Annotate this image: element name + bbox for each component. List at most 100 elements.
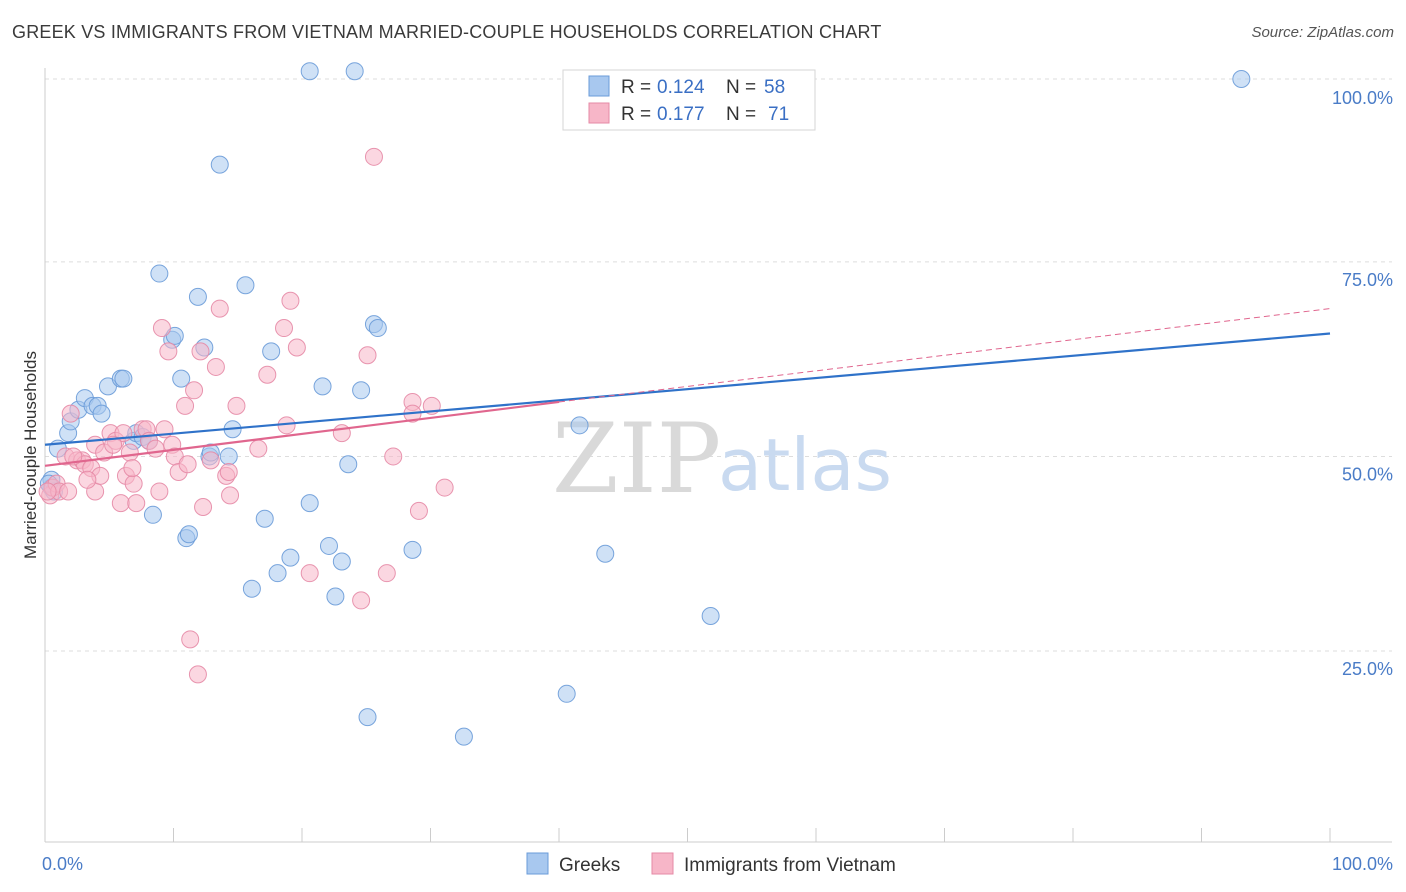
point-greeks-37 bbox=[281, 548, 300, 567]
legend-r-value-greeks: 0.124 bbox=[657, 77, 705, 98]
point-vietnam-21 bbox=[124, 474, 143, 493]
point-vietnam-70 bbox=[123, 459, 142, 478]
x-tick-label-max: 100.0% bbox=[1332, 854, 1393, 874]
point-vietnam-38 bbox=[188, 665, 207, 684]
point-vietnam-48 bbox=[249, 439, 268, 458]
point-vietnam-30 bbox=[159, 342, 178, 361]
point-vietnam-42 bbox=[206, 357, 225, 376]
legend-n-label-vietnam: N = bbox=[726, 104, 756, 125]
point-vietnam-59 bbox=[377, 564, 396, 583]
point-vietnam-58 bbox=[364, 147, 383, 166]
point-greeks-24 bbox=[179, 525, 198, 544]
point-greeks-55 bbox=[701, 606, 720, 625]
y-tick-label-25: 25.0% bbox=[1342, 659, 1393, 679]
data-points bbox=[38, 62, 1251, 746]
point-greeks-18 bbox=[143, 505, 162, 524]
point-greeks-25 bbox=[188, 287, 207, 306]
x-axis-ticks bbox=[44, 828, 1331, 842]
point-greeks-43 bbox=[332, 552, 351, 571]
legend-r-value-vietnam: 0.177 bbox=[657, 104, 705, 125]
point-greeks-34 bbox=[255, 509, 274, 528]
watermark-atlas: atlas bbox=[718, 423, 892, 507]
point-vietnam-66 bbox=[38, 482, 57, 501]
point-vietnam-63 bbox=[409, 501, 428, 520]
legend-r-label-vietnam: R = bbox=[621, 104, 651, 125]
grid-lines bbox=[45, 78, 1392, 652]
point-vietnam-47 bbox=[227, 396, 246, 415]
point-greeks-10 bbox=[92, 404, 111, 423]
axes bbox=[44, 68, 1392, 843]
x-tick-label-min: 0.0% bbox=[42, 854, 83, 874]
trend-line-vietnam bbox=[44, 400, 560, 467]
point-vietnam-41 bbox=[201, 451, 220, 470]
point-vietnam-60 bbox=[384, 447, 403, 466]
point-greeks-13 bbox=[114, 369, 133, 388]
point-vietnam-53 bbox=[287, 338, 306, 357]
point-greeks-54 bbox=[596, 544, 615, 563]
y-tick-label-50: 50.0% bbox=[1342, 464, 1393, 484]
point-greeks-36 bbox=[268, 564, 287, 583]
point-greeks-49 bbox=[368, 319, 387, 338]
point-vietnam-22 bbox=[127, 494, 146, 513]
legend-n-label-greeks: N = bbox=[726, 77, 756, 98]
point-greeks-33 bbox=[242, 579, 261, 598]
point-vietnam-39 bbox=[191, 342, 210, 361]
point-greeks-40 bbox=[313, 377, 332, 396]
point-greeks-47 bbox=[358, 708, 377, 727]
point-vietnam-56 bbox=[352, 591, 371, 610]
trend-line-vietnam-extension bbox=[558, 308, 1331, 403]
y-tick-label-75: 75.0% bbox=[1342, 270, 1393, 290]
point-vietnam-6 bbox=[61, 404, 80, 423]
point-greeks-19 bbox=[150, 264, 169, 283]
point-vietnam-49 bbox=[258, 365, 277, 384]
point-vietnam-28 bbox=[152, 319, 171, 338]
point-greeks-42 bbox=[326, 587, 345, 606]
point-greeks-39 bbox=[300, 494, 319, 513]
legend-n-value-vietnam: 71 bbox=[768, 104, 789, 125]
point-vietnam-69 bbox=[104, 435, 123, 454]
legend-r-label-greeks: R = bbox=[621, 77, 651, 98]
legend-n-value-greeks: 58 bbox=[764, 77, 785, 98]
chart-source: Source: ZipAtlas.com bbox=[1251, 24, 1394, 41]
point-vietnam-54 bbox=[300, 564, 319, 583]
point-vietnam-50 bbox=[275, 319, 294, 338]
trend-lines bbox=[44, 308, 1331, 467]
y-tick-label-100: 100.0% bbox=[1332, 88, 1393, 108]
point-vietnam-57 bbox=[358, 346, 377, 365]
point-greeks-29 bbox=[210, 155, 229, 174]
point-greeks-38 bbox=[300, 62, 319, 81]
bottom-legend-label-greeks: Greeks bbox=[559, 855, 620, 876]
point-vietnam-5 bbox=[59, 482, 78, 501]
bottom-legend: Greeks Immigrants from Vietnam bbox=[526, 852, 896, 876]
point-greeks-22 bbox=[172, 369, 191, 388]
point-greeks-45 bbox=[345, 62, 364, 81]
point-greeks-30 bbox=[219, 447, 238, 466]
y-tick-labels: 25.0% 50.0% 75.0% 100.0% bbox=[1332, 88, 1393, 679]
point-vietnam-26 bbox=[146, 439, 165, 458]
point-vietnam-65 bbox=[435, 478, 454, 497]
bottom-legend-swatch-greeks bbox=[526, 852, 549, 875]
point-vietnam-46 bbox=[221, 486, 240, 505]
legend-swatch-vietnam bbox=[588, 102, 610, 124]
point-vietnam-43 bbox=[210, 299, 229, 318]
point-greeks-35 bbox=[262, 342, 281, 361]
point-vietnam-36 bbox=[181, 630, 200, 649]
bottom-legend-swatch-vietnam bbox=[651, 852, 674, 875]
point-greeks-41 bbox=[319, 536, 338, 555]
point-vietnam-52 bbox=[281, 291, 300, 310]
point-vietnam-45 bbox=[219, 463, 238, 482]
point-greeks-56 bbox=[1232, 70, 1251, 88]
legend-swatch-greeks bbox=[588, 75, 610, 97]
point-vietnam-37 bbox=[185, 381, 204, 400]
point-vietnam-40 bbox=[194, 498, 213, 517]
point-greeks-32 bbox=[236, 276, 255, 295]
point-vietnam-35 bbox=[178, 455, 197, 474]
point-vietnam-27 bbox=[150, 482, 169, 501]
point-vietnam-17 bbox=[111, 494, 130, 513]
point-greeks-44 bbox=[339, 455, 358, 474]
point-greeks-50 bbox=[403, 540, 422, 559]
chart-title: GREEK VS IMMIGRANTS FROM VIETNAM MARRIED… bbox=[12, 22, 882, 42]
point-vietnam-20 bbox=[120, 443, 139, 462]
point-greeks-51 bbox=[454, 727, 473, 746]
